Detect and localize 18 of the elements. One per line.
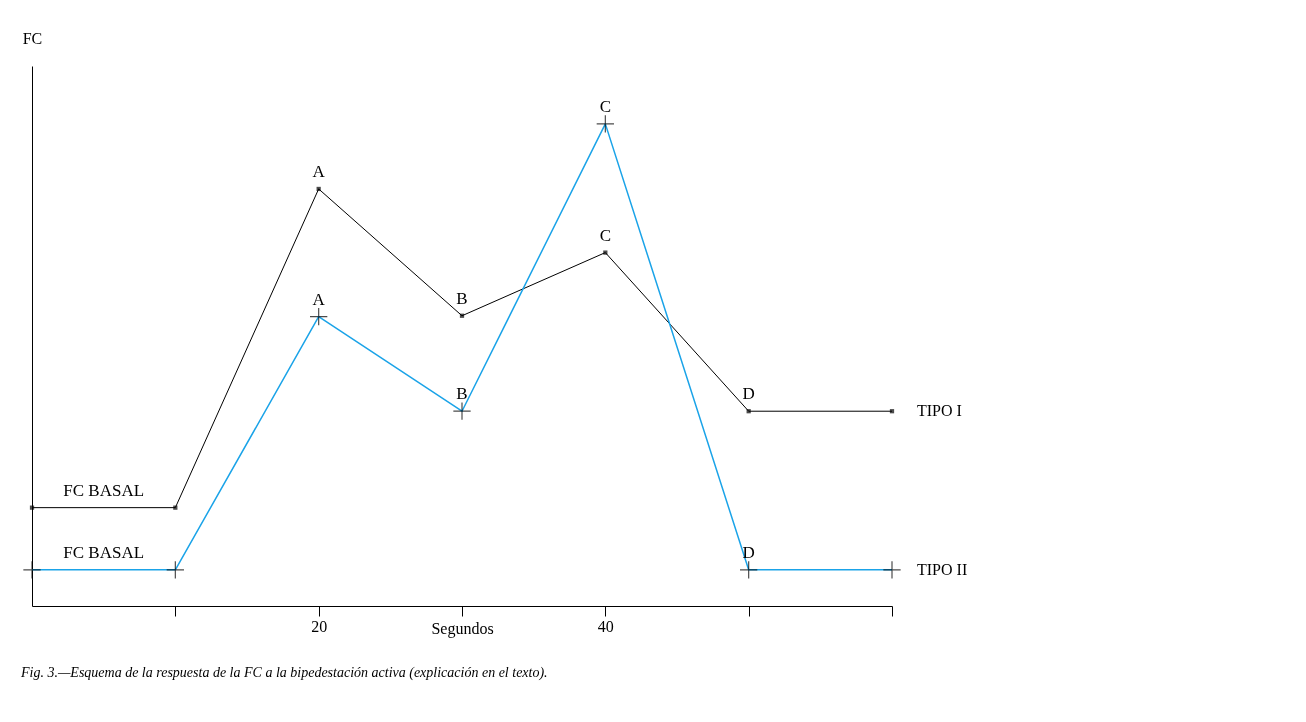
annotation: A — [312, 161, 326, 181]
annotation: FC BASAL — [63, 480, 145, 500]
x-tick-label: 20 — [311, 617, 328, 635]
annotation: C — [599, 225, 612, 245]
annotation: D — [742, 384, 755, 404]
y-axis-title: FC — [22, 29, 43, 47]
x-tick-label: 40 — [597, 617, 614, 635]
series-label: TIPO II — [917, 560, 968, 578]
caption: Fig. 3.—Esquema de la respuesta de la FC a la bipedestación activa (explicación en el texto). — [19, 665, 548, 681]
x-axis-title: Segundos — [431, 619, 494, 638]
annotation: B — [456, 288, 468, 308]
annotation: C — [599, 96, 612, 116]
series-label: TIPO I — [917, 402, 962, 420]
annotation: A — [312, 289, 326, 309]
annotation: B — [456, 384, 468, 404]
annotation: FC BASAL — [63, 542, 145, 562]
annotation: D — [742, 542, 755, 562]
point — [603, 250, 608, 255]
